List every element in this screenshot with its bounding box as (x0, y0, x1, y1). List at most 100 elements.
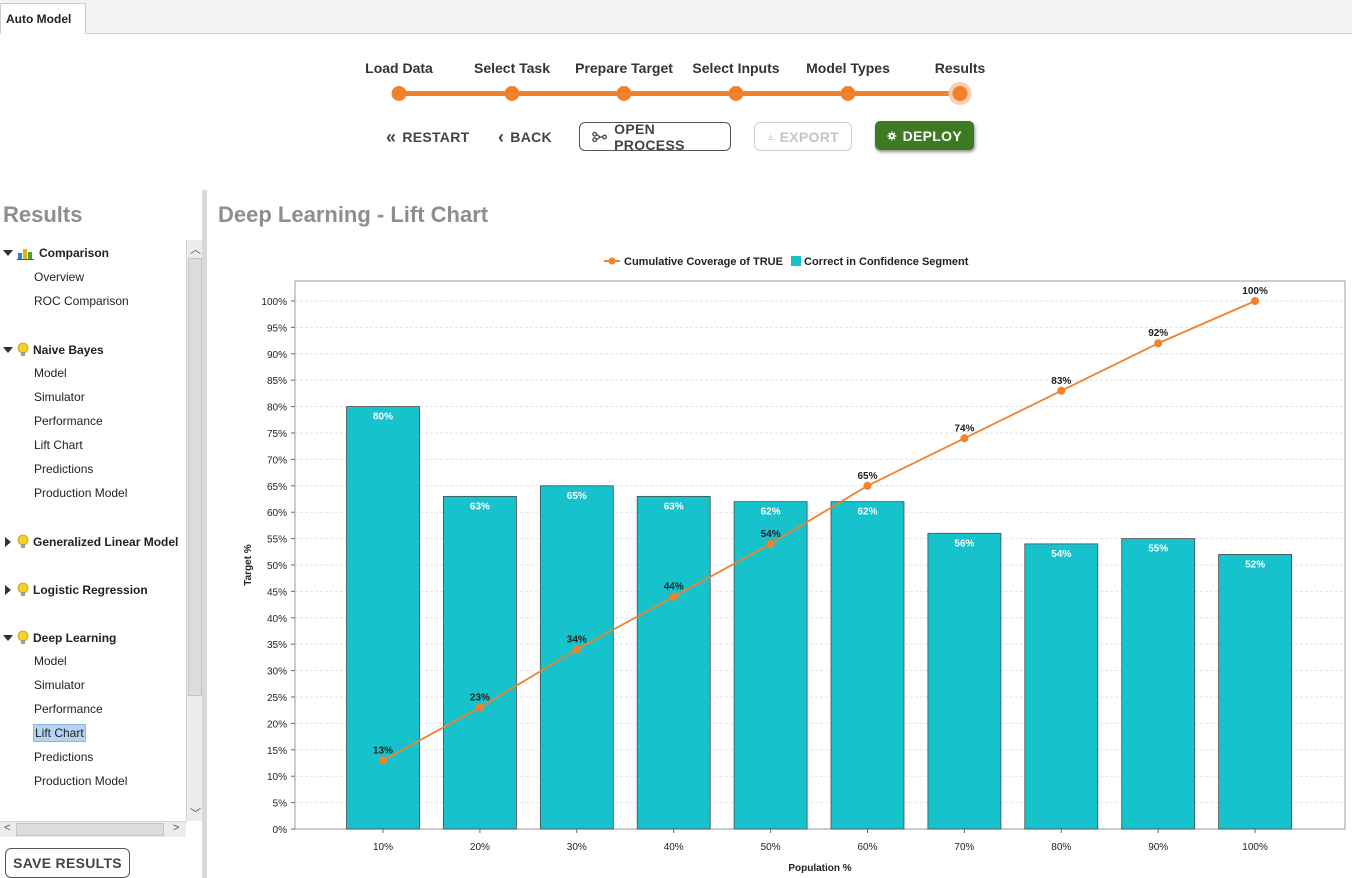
tree-item-naive-bayes-production-model[interactable]: Production Model (34, 486, 128, 500)
expand-down-icon[interactable] (3, 347, 13, 353)
bar (733, 501, 808, 830)
tree-item-naive-bayes-performance[interactable]: Performance (34, 414, 103, 428)
tree-item-naive-bayes-predictions[interactable]: Predictions (34, 462, 94, 476)
tree-item-naive-bayes-model[interactable]: Model (34, 366, 67, 380)
tree-group-label: Comparison (39, 246, 110, 260)
vertical-scroll-thumb[interactable] (188, 258, 202, 696)
tree-group-naive-bayes[interactable]: Naive Bayes (3, 342, 104, 358)
tree-group-logistic-regression[interactable]: Logistic Regression (3, 582, 148, 598)
horizontal-scroll-thumb[interactable] (16, 823, 164, 836)
wizard-step-dot-model-types[interactable] (840, 86, 856, 101)
bar (442, 495, 517, 830)
wizard-step-label-select-inputs[interactable]: Select Inputs (692, 60, 780, 76)
bar (1218, 554, 1292, 830)
line-value-label: 100% (1242, 286, 1268, 297)
line-value-label: 23% (470, 693, 490, 704)
wizard-step-dot-load-data[interactable] (391, 86, 407, 101)
legend-bar-swatch (791, 256, 801, 266)
tree-item-deep-learning-simulator[interactable]: Simulator (34, 678, 85, 692)
y-tick-label: 80% (267, 403, 287, 414)
open-process-button[interactable]: OPEN PROCESS (579, 120, 731, 153)
wizard-step-dot-select-task[interactable] (504, 86, 520, 101)
tree-group-label: Logistic Regression (33, 583, 148, 597)
tree-item-naive-bayes-lift-chart[interactable]: Lift Chart (34, 438, 83, 452)
line-value-label: 13% (373, 745, 393, 756)
x-tick-label: 10% (373, 842, 393, 853)
wizard-step-label-model-types[interactable]: Model Types (806, 60, 890, 76)
y-tick-label: 85% (267, 376, 287, 387)
open-process-label: OPEN PROCESS (614, 120, 685, 153)
expand-down-icon[interactable] (3, 635, 13, 641)
x-tick-label: 80% (1051, 842, 1071, 853)
sidebar-title: Results (3, 202, 83, 227)
tree-item-comparison-roc-comparison[interactable]: ROC Comparison (34, 294, 129, 308)
y-tick-label: 65% (267, 482, 287, 493)
process-icon (592, 131, 607, 142)
deploy-button[interactable]: DEPLOY (875, 121, 974, 150)
tree-item-deep-learning-performance[interactable]: Performance (34, 702, 103, 716)
y-tick-label: 40% (267, 614, 287, 625)
restart-button[interactable]: « RESTART (386, 122, 469, 151)
y-tick-label: 45% (267, 587, 287, 598)
cumulative-coverage-line (382, 300, 1256, 762)
bar-value-label: 80% (373, 412, 393, 423)
export-button[interactable]: EXPORT (754, 122, 852, 151)
wizard-step-label-prepare-target[interactable]: Prepare Target (575, 60, 673, 76)
y-tick-label: 90% (267, 350, 287, 361)
scroll-left-icon[interactable]: < (4, 822, 11, 834)
wizard-step-dot-select-inputs[interactable] (728, 86, 744, 101)
line-point (572, 645, 581, 654)
download-icon (767, 134, 774, 140)
results-tree: Comparison Overview ROC Comparison Naive Ba… (0, 240, 186, 821)
line-point (960, 434, 969, 443)
line-point (1057, 386, 1066, 395)
tree-vertical-scrollbar[interactable]: ︿ ﹀ (186, 240, 202, 821)
line-point (475, 703, 484, 712)
tree-item-deep-learning-predictions[interactable]: Predictions (34, 750, 94, 764)
wizard-step-label-results[interactable]: Results (934, 60, 986, 76)
bar (1024, 543, 1099, 830)
panel-splitter[interactable] (202, 190, 207, 878)
x-tick-label: 60% (857, 842, 877, 853)
bar-value-label: 55% (1148, 544, 1168, 555)
tree-group-generalized-linear-model[interactable]: Generalized Linear Model (3, 534, 178, 550)
y-tick-label: 15% (267, 746, 287, 757)
back-button[interactable]: ‹ BACK (498, 122, 552, 151)
line-point (863, 481, 872, 490)
y-tick-label: 30% (267, 667, 287, 678)
save-results-button[interactable]: SAVE RESULTS (5, 848, 130, 878)
x-tick-label: 30% (567, 842, 587, 853)
wizard-step-label-load-data[interactable]: Load Data (365, 60, 433, 76)
scroll-down-icon[interactable]: ﹀ (190, 808, 201, 820)
gear-icon (887, 130, 897, 141)
y-tick-label: 0% (273, 825, 288, 836)
tree-item-naive-bayes-simulator[interactable]: Simulator (34, 390, 85, 404)
wizard-step-label-select-task[interactable]: Select Task (473, 60, 551, 76)
lightbulb-icon (17, 534, 29, 550)
bar-value-label: 56% (954, 538, 974, 549)
line-value-label: 54% (761, 529, 781, 540)
line-point (766, 539, 775, 548)
tab-auto-model[interactable]: Auto Model (0, 3, 86, 34)
tree-horizontal-scrollbar[interactable]: < > (0, 821, 186, 837)
line-point (1251, 297, 1260, 305)
wizard-step-dot-results[interactable] (952, 86, 968, 101)
scroll-up-icon[interactable]: ︿ (190, 244, 201, 256)
line-point (379, 756, 387, 765)
tree-group-deep-learning[interactable]: Deep Learning (3, 630, 116, 646)
tree-item-comparison-overview[interactable]: Overview (34, 270, 85, 284)
tree-item-deep-learning-production-model[interactable]: Production Model (34, 774, 128, 788)
lift-chart: 0% 5% 10% 15% 20% 25% 30% 35% 40% 45% 50% 55% 60% 65%… (243, 256, 1346, 874)
collapse-right-icon[interactable] (5, 585, 11, 595)
y-tick-label: 20% (267, 719, 287, 730)
content-title: Deep Learning - Lift Chart (218, 202, 489, 227)
collapse-right-icon[interactable] (5, 537, 11, 547)
restart-label: RESTART (402, 128, 470, 145)
wizard-step-dot-prepare-target[interactable] (616, 86, 632, 101)
scroll-right-icon[interactable]: > (173, 822, 180, 834)
lightbulb-icon (17, 630, 29, 646)
tree-item-deep-learning-lift-chart[interactable]: Lift Chart (33, 724, 86, 742)
tree-item-deep-learning-model[interactable]: Model (34, 654, 67, 668)
expand-down-icon[interactable] (3, 250, 13, 256)
tree-group-comparison[interactable]: Comparison (3, 246, 109, 260)
